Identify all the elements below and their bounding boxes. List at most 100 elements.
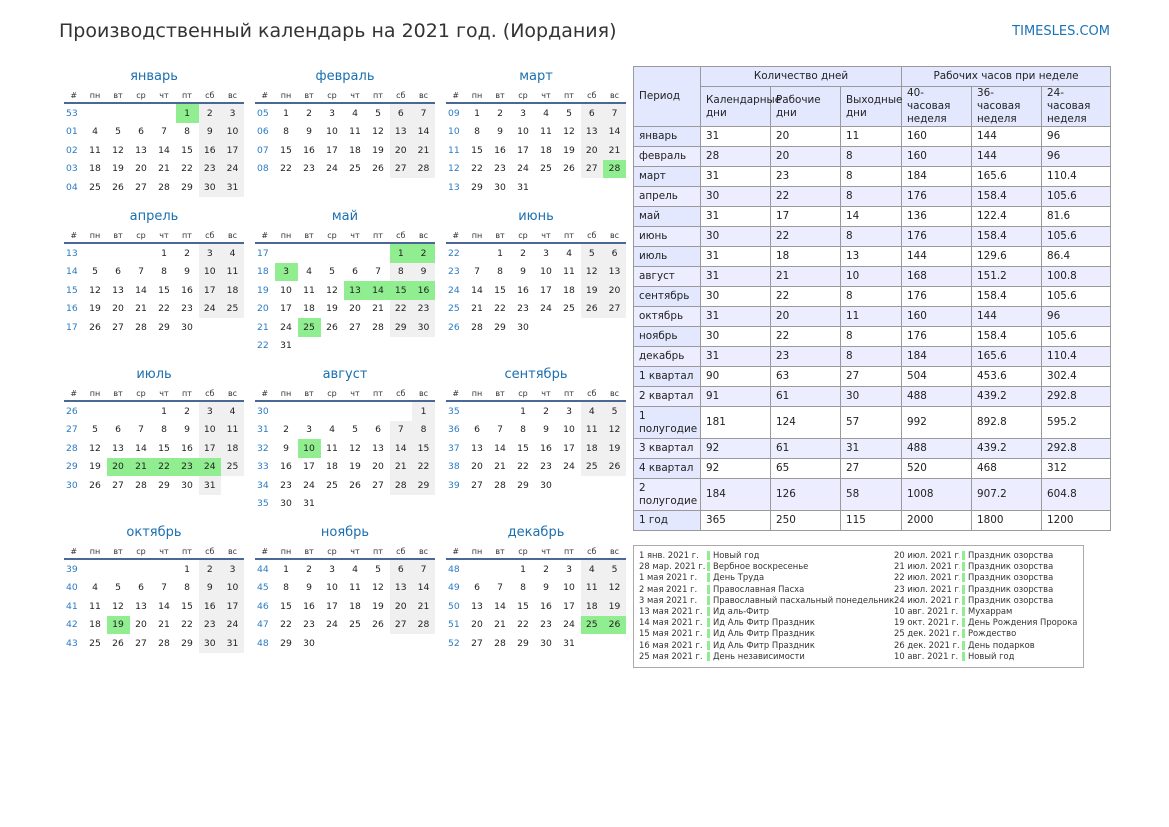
day-cell[interactable]: 8	[283, 582, 289, 594]
day-cell[interactable]: 26	[326, 321, 338, 333]
day-cell[interactable]: 19	[112, 163, 124, 175]
day-cell[interactable]: 7	[138, 424, 144, 436]
day-cell[interactable]: 23	[280, 479, 292, 491]
day-cell[interactable]: 10	[280, 284, 292, 296]
day-cell[interactable]: 17	[198, 439, 221, 458]
day-cell[interactable]: 19	[89, 461, 101, 473]
day-cell[interactable]: 25	[89, 181, 101, 193]
day-cell[interactable]: 8	[389, 262, 412, 281]
day-cell[interactable]: 1	[175, 103, 199, 123]
day-cell[interactable]: 19	[563, 144, 575, 156]
day-cell[interactable]: 16	[540, 442, 552, 454]
day-cell[interactable]: 4	[221, 243, 244, 263]
day-cell[interactable]: 28	[158, 637, 170, 649]
day-cell[interactable]: 6	[474, 582, 480, 594]
day-cell[interactable]: 30	[494, 181, 506, 193]
day-cell[interactable]: 1	[412, 401, 435, 421]
day-cell[interactable]: 22	[412, 457, 435, 476]
day-cell[interactable]: 22	[181, 619, 193, 631]
day-cell[interactable]: 24	[221, 159, 244, 178]
day-cell[interactable]: 17	[326, 144, 338, 156]
day-cell[interactable]: 30	[181, 479, 193, 491]
day-cell[interactable]: 24	[326, 619, 338, 631]
day-cell[interactable]: 2	[497, 107, 503, 119]
day-cell[interactable]: 9	[543, 424, 549, 436]
day-cell[interactable]: 25	[580, 615, 603, 634]
day-cell[interactable]: 31	[198, 476, 221, 495]
day-cell[interactable]: 4	[221, 401, 244, 421]
day-cell[interactable]: 17	[563, 442, 575, 454]
day-cell[interactable]: 15	[389, 281, 412, 300]
day-cell[interactable]: 13	[471, 442, 483, 454]
day-cell[interactable]: 23	[198, 615, 221, 634]
day-cell[interactable]: 7	[497, 424, 503, 436]
day-cell[interactable]: 9	[306, 126, 312, 138]
day-cell[interactable]: 14	[389, 439, 412, 458]
day-cell[interactable]: 14	[412, 578, 435, 597]
day-cell[interactable]: 21	[158, 619, 170, 631]
day-cell[interactable]: 2	[412, 243, 435, 263]
day-cell[interactable]: 14	[135, 284, 147, 296]
day-cell[interactable]: 30	[198, 634, 221, 653]
day-cell[interactable]: 11	[221, 262, 244, 281]
day-cell[interactable]: 19	[326, 303, 338, 315]
day-cell[interactable]: 2	[184, 247, 190, 259]
day-cell[interactable]: 14	[494, 600, 506, 612]
day-cell[interactable]: 12	[580, 262, 603, 281]
day-cell[interactable]: 11	[221, 420, 244, 439]
day-cell[interactable]: 31	[221, 178, 244, 197]
day-cell[interactable]: 15	[158, 442, 170, 454]
day-cell[interactable]: 7	[161, 126, 167, 138]
day-cell[interactable]: 20	[471, 619, 483, 631]
day-cell[interactable]: 3	[520, 107, 526, 119]
day-cell[interactable]: 16	[494, 144, 506, 156]
day-cell[interactable]: 5	[375, 107, 381, 119]
day-cell[interactable]: 4	[306, 266, 312, 278]
day-cell[interactable]: 25	[563, 303, 575, 315]
day-cell[interactable]: 30	[181, 321, 193, 333]
day-cell[interactable]: 3	[329, 107, 335, 119]
day-cell[interactable]: 16	[280, 461, 292, 473]
day-cell[interactable]: 24	[563, 461, 575, 473]
day-cell[interactable]: 2	[543, 563, 549, 575]
day-cell[interactable]: 26	[89, 479, 101, 491]
day-cell[interactable]: 18	[221, 281, 244, 300]
day-cell[interactable]: 15	[158, 284, 170, 296]
day-cell[interactable]: 7	[389, 420, 412, 439]
day-cell[interactable]: 16	[181, 442, 193, 454]
day-cell[interactable]: 15	[280, 144, 292, 156]
day-cell[interactable]: 26	[372, 619, 384, 631]
day-cell[interactable]: 24	[198, 299, 221, 318]
day-cell[interactable]: 14	[158, 600, 170, 612]
day-cell[interactable]: 20	[349, 303, 361, 315]
day-cell[interactable]: 12	[603, 420, 626, 439]
day-cell[interactable]: 20	[471, 461, 483, 473]
day-cell[interactable]: 30	[540, 479, 552, 491]
day-cell[interactable]: 10	[221, 578, 244, 597]
day-cell[interactable]: 15	[517, 442, 529, 454]
day-cell[interactable]: 5	[329, 266, 335, 278]
day-cell[interactable]: 15	[494, 284, 506, 296]
day-cell[interactable]: 18	[89, 163, 101, 175]
day-cell[interactable]: 8	[520, 582, 526, 594]
day-cell[interactable]: 21	[135, 303, 147, 315]
day-cell[interactable]: 9	[283, 442, 289, 454]
day-cell[interactable]: 9	[184, 424, 190, 436]
day-cell[interactable]: 26	[112, 181, 124, 193]
day-cell[interactable]: 25	[221, 299, 244, 318]
day-cell[interactable]: 22	[181, 163, 193, 175]
day-cell[interactable]: 6	[603, 243, 626, 263]
day-cell[interactable]: 19	[372, 600, 384, 612]
day-cell[interactable]: 9	[198, 578, 221, 597]
day-cell[interactable]: 8	[474, 126, 480, 138]
day-cell[interactable]: 17	[221, 597, 244, 616]
day-cell[interactable]: 21	[372, 303, 384, 315]
day-cell[interactable]: 9	[306, 582, 312, 594]
day-cell[interactable]: 26	[563, 163, 575, 175]
day-cell[interactable]: 24	[221, 615, 244, 634]
day-cell[interactable]: 28	[372, 321, 384, 333]
day-cell[interactable]: 10	[198, 420, 221, 439]
day-cell[interactable]: 17	[221, 141, 244, 160]
day-cell[interactable]: 24	[303, 479, 315, 491]
day-cell[interactable]: 17	[280, 303, 292, 315]
